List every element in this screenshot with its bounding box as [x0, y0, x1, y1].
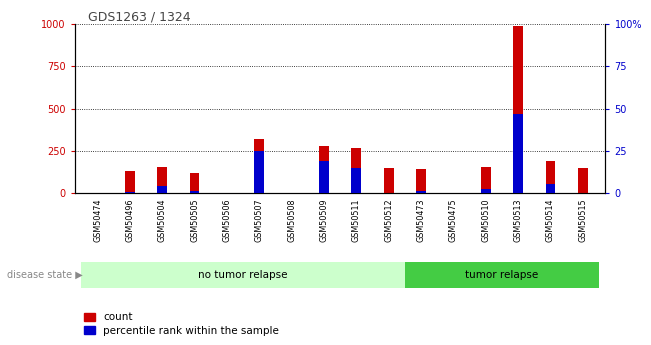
Text: GSM50514: GSM50514	[546, 199, 555, 242]
Bar	[352, 148, 361, 193]
Text: GSM50512: GSM50512	[384, 199, 393, 242]
Bar	[352, 168, 361, 193]
Bar	[255, 151, 264, 193]
Text: GSM50496: GSM50496	[126, 199, 134, 242]
Bar	[546, 184, 555, 193]
Text: GSM50505: GSM50505	[190, 199, 199, 242]
Text: GSM50509: GSM50509	[320, 199, 329, 242]
Text: no tumor relapse: no tumor relapse	[199, 270, 288, 280]
Bar	[481, 167, 491, 193]
Bar	[158, 167, 167, 193]
Bar	[125, 171, 135, 193]
Bar	[416, 191, 426, 193]
Legend: count, percentile rank within the sample: count, percentile rank within the sample	[80, 308, 283, 340]
Text: GSM50473: GSM50473	[417, 199, 426, 242]
Text: tumor relapse: tumor relapse	[465, 270, 538, 280]
Bar	[255, 139, 264, 193]
Text: GDS1263 / 1324: GDS1263 / 1324	[88, 10, 191, 23]
Text: GSM50474: GSM50474	[93, 199, 102, 242]
Bar	[319, 161, 329, 193]
Bar	[481, 189, 491, 193]
Text: GSM50508: GSM50508	[287, 199, 296, 242]
Bar	[125, 191, 135, 193]
Text: GSM50507: GSM50507	[255, 199, 264, 242]
Bar	[158, 186, 167, 193]
Bar	[189, 191, 199, 193]
Bar	[416, 169, 426, 193]
Bar	[578, 168, 588, 193]
Bar	[513, 114, 523, 193]
Text: GSM50515: GSM50515	[578, 199, 587, 242]
Bar	[546, 161, 555, 193]
Text: disease state ▶: disease state ▶	[7, 270, 82, 280]
Text: GSM50513: GSM50513	[514, 199, 523, 242]
Bar	[513, 26, 523, 193]
Text: GSM50475: GSM50475	[449, 199, 458, 242]
Text: GSM50506: GSM50506	[223, 199, 231, 242]
Bar	[405, 262, 599, 288]
Bar	[189, 173, 199, 193]
Text: GSM50510: GSM50510	[481, 199, 490, 242]
Bar	[81, 262, 405, 288]
Text: GSM50504: GSM50504	[158, 199, 167, 242]
Text: GSM50511: GSM50511	[352, 199, 361, 242]
Bar	[384, 168, 393, 193]
Bar	[319, 146, 329, 193]
